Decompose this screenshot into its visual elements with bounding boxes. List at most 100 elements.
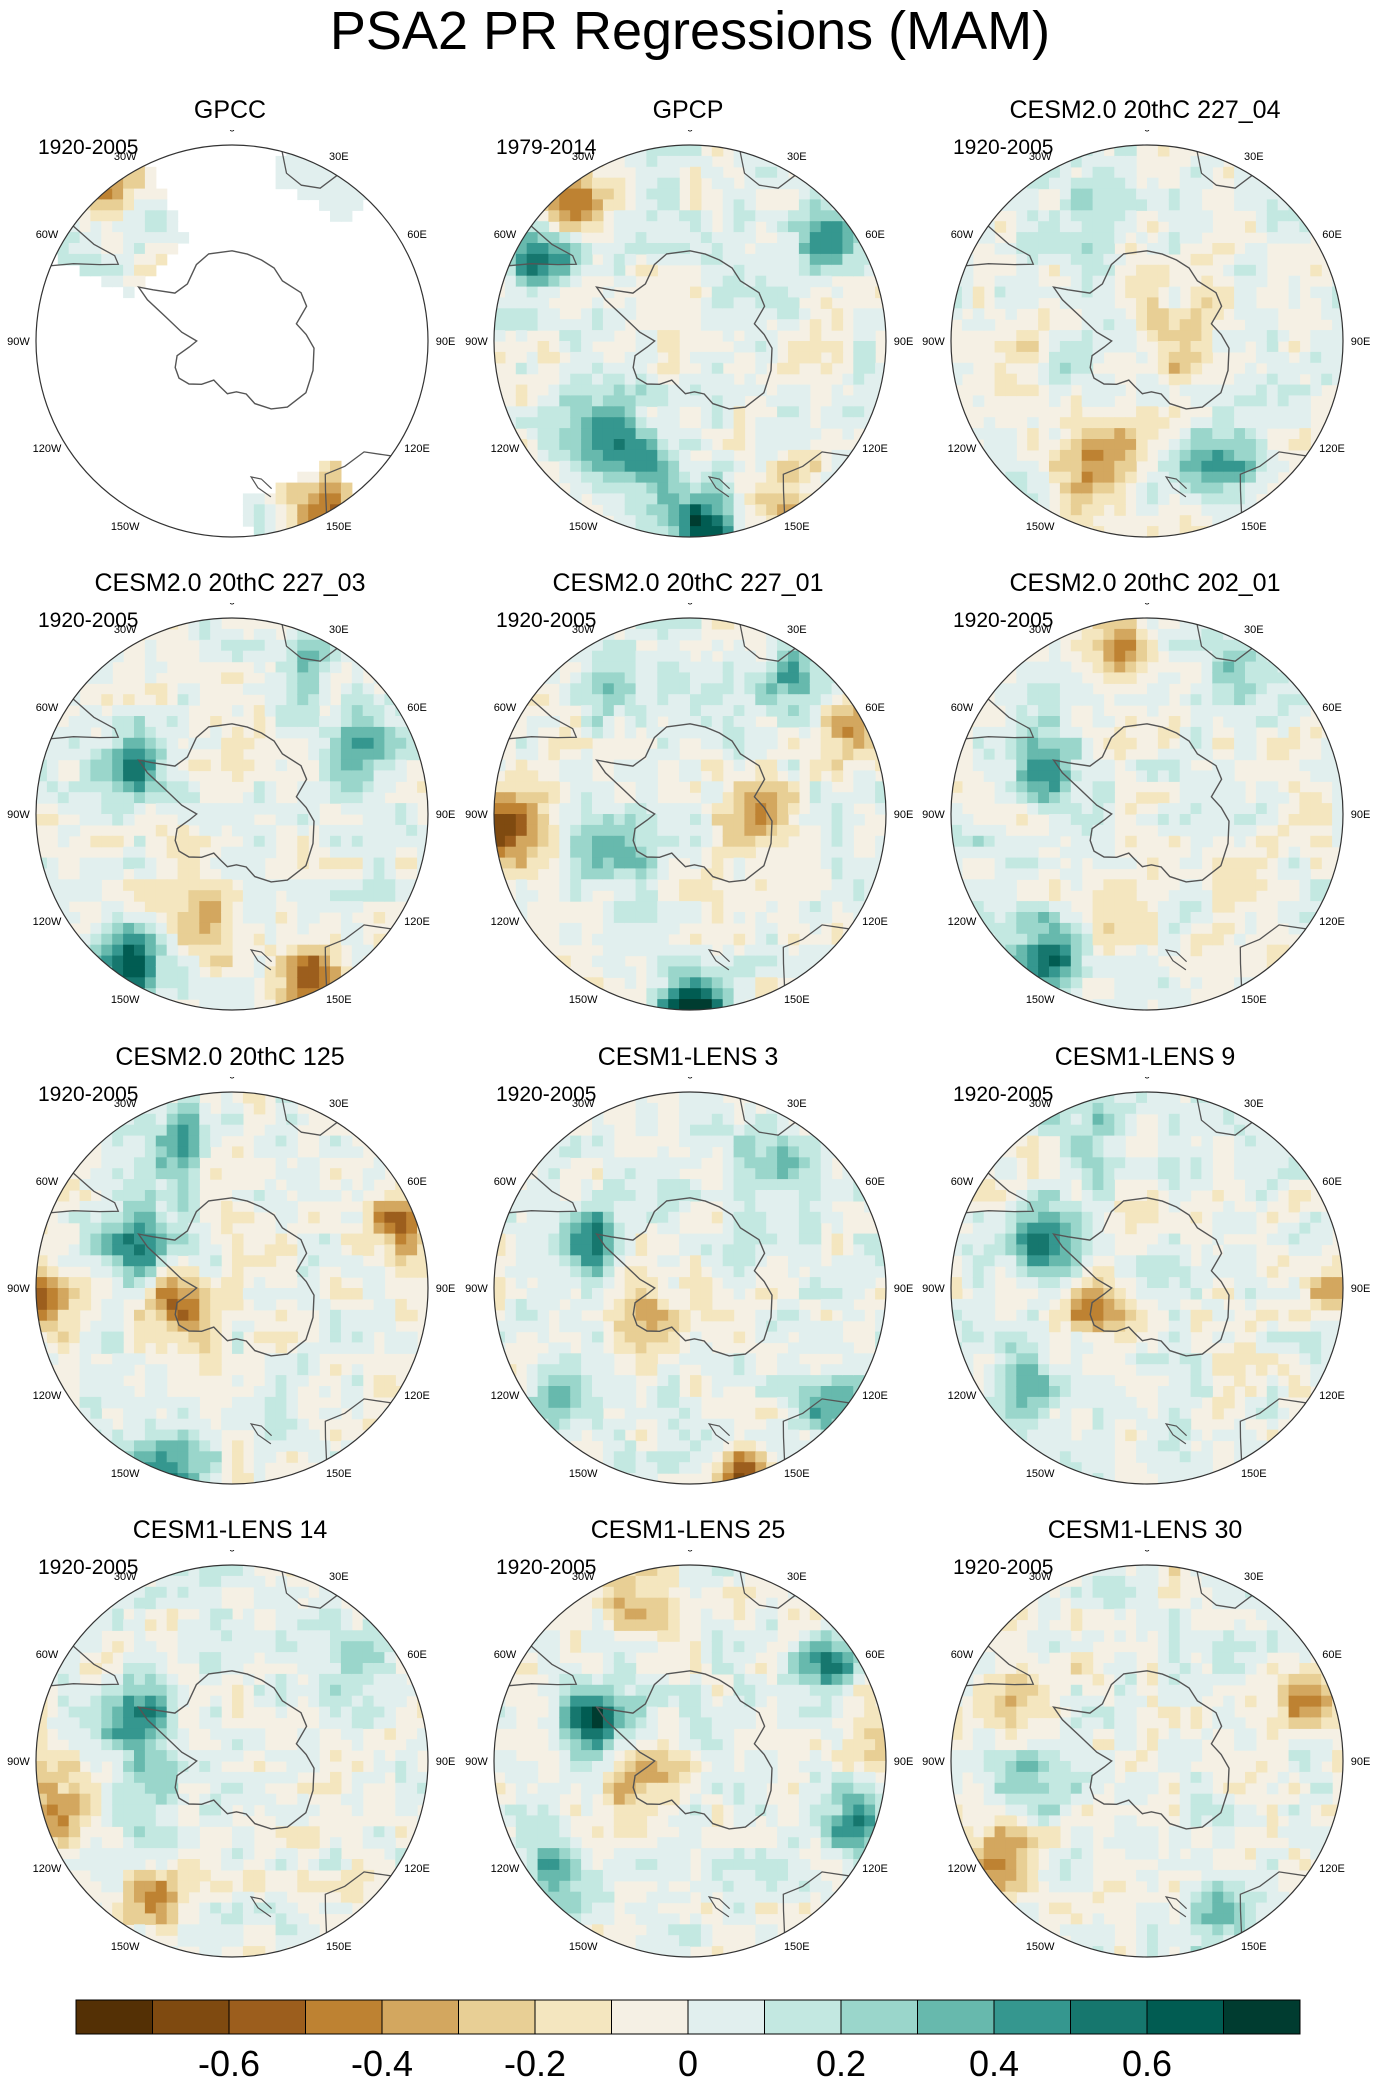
field-cell bbox=[221, 639, 233, 652]
field-cell bbox=[351, 824, 364, 837]
field-cell bbox=[362, 1233, 375, 1246]
field-cell bbox=[1092, 210, 1105, 222]
field-cell bbox=[1070, 493, 1083, 505]
field-cell bbox=[570, 1255, 582, 1267]
field-cell bbox=[961, 264, 974, 277]
field-cell bbox=[700, 694, 713, 706]
field-cell bbox=[777, 493, 789, 505]
field-cell bbox=[155, 1364, 168, 1376]
field-cell bbox=[1277, 694, 1290, 706]
field-cell bbox=[297, 792, 309, 804]
field-cell bbox=[297, 705, 309, 717]
field-cell bbox=[1266, 944, 1279, 957]
field-cell bbox=[548, 1342, 560, 1354]
field-cell bbox=[1190, 683, 1203, 695]
field-cell bbox=[36, 1298, 48, 1311]
field-cell bbox=[112, 1146, 124, 1158]
field-cell bbox=[1310, 384, 1322, 397]
field-cell bbox=[68, 726, 81, 739]
field-cell bbox=[351, 933, 364, 946]
field-cell bbox=[101, 716, 113, 728]
field-cell bbox=[188, 1396, 200, 1409]
field-cell bbox=[1070, 792, 1083, 804]
field-cell bbox=[570, 857, 582, 870]
field-cell bbox=[559, 373, 571, 386]
field-cell bbox=[1125, 737, 1137, 750]
field-cell bbox=[1027, 221, 1039, 233]
field-cell bbox=[1016, 460, 1028, 473]
field-cell bbox=[144, 166, 157, 179]
field-cell bbox=[624, 672, 637, 684]
field-cell bbox=[668, 210, 680, 222]
field-cell bbox=[668, 803, 680, 815]
field-cell bbox=[831, 705, 844, 717]
field-cell bbox=[1168, 835, 1181, 848]
field-cell bbox=[690, 683, 702, 695]
field-cell bbox=[308, 1266, 320, 1278]
field-cell bbox=[1125, 145, 1137, 157]
field-cell bbox=[668, 515, 680, 527]
field-cell bbox=[537, 694, 550, 706]
field-cell bbox=[853, 417, 865, 429]
field-cell bbox=[744, 803, 756, 815]
field-cell bbox=[722, 618, 735, 630]
field-cell bbox=[504, 824, 517, 837]
field-cell bbox=[777, 253, 789, 266]
field-cell bbox=[297, 1255, 309, 1267]
field-cell bbox=[624, 824, 637, 837]
field-cell bbox=[635, 362, 648, 375]
field-cell bbox=[755, 253, 767, 266]
field-cell bbox=[210, 857, 222, 870]
field-cell bbox=[679, 210, 691, 222]
field-cell bbox=[286, 1244, 298, 1256]
field-cell bbox=[57, 1309, 70, 1322]
field-cell bbox=[123, 1200, 135, 1213]
field-cell bbox=[330, 1244, 342, 1256]
south-america-coastline bbox=[46, 1170, 120, 1214]
field-cell bbox=[112, 748, 124, 761]
field-cell bbox=[1255, 471, 1268, 484]
field-cell bbox=[668, 748, 680, 761]
field-cell bbox=[1168, 362, 1181, 375]
field-cell bbox=[1223, 890, 1235, 902]
field-cell bbox=[657, 737, 669, 750]
field-cell bbox=[1059, 955, 1072, 968]
field-cell bbox=[275, 759, 288, 772]
field-cell bbox=[286, 1211, 298, 1224]
field-cell bbox=[537, 395, 550, 407]
field-cell bbox=[1114, 955, 1126, 968]
field-cell bbox=[972, 759, 985, 772]
field-cell bbox=[1234, 177, 1246, 190]
field-cell bbox=[1059, 748, 1072, 761]
field-cell bbox=[210, 955, 222, 968]
field-cell bbox=[1321, 770, 1333, 782]
field-cell bbox=[351, 1255, 364, 1267]
polar-map: 030E60E90E120E150E180150W120W90W60W30W bbox=[7, 1077, 455, 1497]
field-cell bbox=[1147, 264, 1159, 277]
longitude-label: 30W bbox=[1029, 151, 1052, 163]
field-cell bbox=[275, 1342, 288, 1354]
field-cell bbox=[526, 1190, 539, 1202]
longitude-label: 60E bbox=[1322, 229, 1342, 241]
field-cell bbox=[1201, 705, 1213, 717]
field-cell bbox=[1299, 395, 1311, 407]
field-cell bbox=[199, 1364, 211, 1376]
field-cell bbox=[351, 199, 364, 211]
field-cell bbox=[831, 672, 844, 684]
field-cell bbox=[210, 912, 222, 924]
field-cell bbox=[101, 694, 113, 706]
field-cell bbox=[570, 1146, 582, 1158]
field-cell bbox=[1070, 824, 1083, 837]
field-cell bbox=[646, 449, 658, 462]
field-cell bbox=[777, 319, 789, 331]
field-cell bbox=[406, 1255, 418, 1267]
field-cell bbox=[570, 264, 582, 277]
field-cell bbox=[755, 759, 767, 772]
field-cell bbox=[1027, 177, 1039, 190]
field-cell bbox=[1005, 759, 1017, 772]
field-cell bbox=[101, 726, 113, 739]
field-cell bbox=[820, 890, 833, 902]
field-cell bbox=[613, 912, 626, 924]
field-cell bbox=[297, 966, 309, 978]
field-cell bbox=[1114, 199, 1126, 211]
